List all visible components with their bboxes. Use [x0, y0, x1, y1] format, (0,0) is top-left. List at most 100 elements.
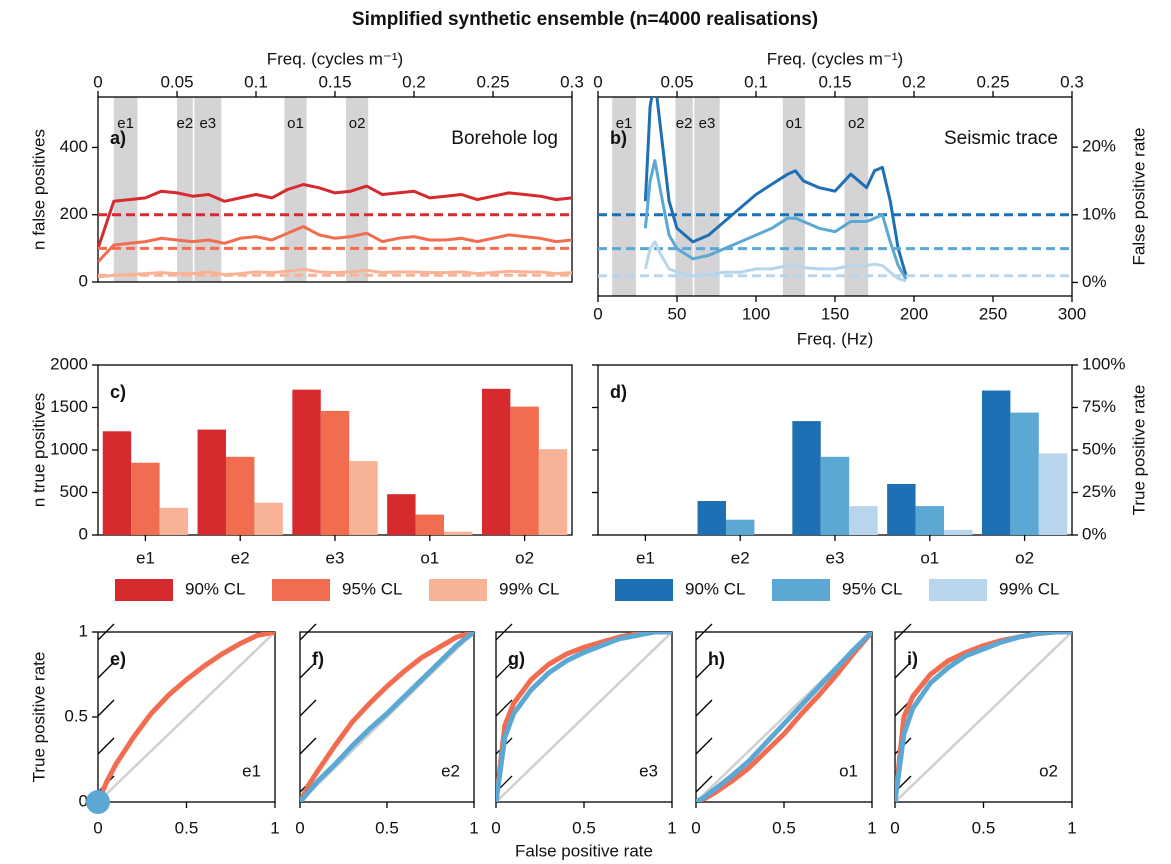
bar: [820, 456, 850, 535]
hatch: [894, 661, 912, 679]
x-tick-label: o2: [515, 548, 534, 567]
panel: e1 e2 e3 o1 o2 0 50 100 150 200 250 300 Freq. (Hz) 0 0…: [593, 49, 1148, 348]
bar: [1010, 412, 1039, 535]
panel-label: d): [610, 382, 627, 402]
figure-title: Simplified synthetic ensemble (n=4000 re…: [352, 9, 818, 30]
x-tick-label: 0: [691, 818, 700, 837]
bar: [197, 429, 226, 535]
legend-swatch: [615, 579, 673, 601]
bar: [887, 484, 916, 535]
legend-swatch: [929, 579, 987, 601]
band: [113, 97, 138, 282]
x-tick-label: 0: [93, 818, 102, 837]
bar: [538, 449, 568, 535]
legend-swatch: [272, 579, 330, 601]
band-label: o1: [786, 115, 803, 132]
hatch: [695, 699, 713, 717]
line: [643, 240, 907, 283]
diagonal: [495, 631, 673, 803]
legend-label: 99% CL: [999, 579, 1059, 598]
band-label: o2: [848, 115, 865, 132]
y-tick-label: 75%: [1082, 397, 1116, 416]
x2-tick-label: 0.2: [902, 72, 926, 91]
bar: [349, 461, 378, 535]
band: [177, 97, 193, 282]
panel: 0 0.5 1 False positive rate g) e3: [491, 623, 677, 860]
line: [696, 632, 872, 802]
x-tick-label: 0.1: [244, 72, 268, 91]
line: [98, 267, 572, 279]
legend-swatch: [115, 579, 173, 601]
band: [782, 97, 805, 296]
y-tick-label: 1: [79, 621, 88, 640]
panel-title: e1: [242, 761, 261, 780]
panel-label: g): [508, 649, 525, 669]
bar: [915, 506, 945, 535]
band-label: o1: [287, 115, 304, 132]
x2-tick-label: 0.1: [744, 72, 768, 91]
x-tick-label: 0.5: [972, 818, 996, 837]
bar: [292, 389, 321, 535]
x-tick-label: 1: [667, 818, 676, 837]
x-tick-label: 1: [270, 818, 279, 837]
bar: [159, 507, 189, 535]
bar: [131, 462, 160, 535]
hatch: [495, 661, 513, 679]
x2-tick-label: 0.15: [818, 72, 851, 91]
band: [675, 97, 693, 296]
x-axis-label: False positive rate: [515, 841, 653, 860]
x-tick-label: 0: [295, 818, 304, 837]
x-tick-label: 250: [979, 304, 1007, 323]
x-tick-label: 0.2: [402, 72, 426, 91]
bar: [225, 456, 255, 535]
hatch: [495, 699, 513, 717]
band-label: e3: [199, 115, 216, 132]
panel-title: e2: [441, 761, 460, 780]
x-axis-label: Freq. (Hz): [797, 329, 874, 348]
y-tick-label: 0: [79, 524, 88, 543]
x2-tick-label: 0.05: [660, 72, 693, 91]
line: [300, 632, 474, 802]
x-axis-label: Freq. (cycles m⁻¹): [267, 49, 403, 68]
bar: [444, 531, 473, 535]
panel: 0 0.5 1 f) e2: [295, 623, 479, 837]
y-tick-label: 10%: [1082, 204, 1116, 223]
band-label: o2: [349, 115, 366, 132]
bar: [254, 502, 283, 535]
x2-axis-label: Freq. (cycles m⁻¹): [767, 49, 903, 68]
y-tick-label: 0: [79, 271, 88, 290]
y-tick-label: 20%: [1082, 137, 1116, 156]
y-tick-label: 2000: [50, 354, 88, 373]
line: [98, 225, 572, 263]
bar: [981, 390, 1011, 535]
panel-label: i): [907, 649, 918, 669]
panel: e1 e2 e3 o1 o2 0 0.05 0.1 0.15 0.2 0.25 0.3 Freq. (c…: [29, 49, 583, 290]
x-tick-label: 150: [821, 304, 849, 323]
bar: [320, 410, 350, 535]
x-tick-label: 0.5: [772, 818, 796, 837]
x-tick-label: 300: [1058, 304, 1086, 323]
panel: 0 0.5 1 0 0.5 1 True positive rate e) e1: [29, 621, 279, 837]
line: [496, 632, 672, 802]
legend-label: 90% CL: [185, 579, 245, 598]
y-axis-label: True positive rate: [29, 652, 48, 783]
y-tick-label: 25%: [1082, 482, 1116, 501]
band: [612, 97, 636, 296]
x-tick-label: 0.25: [476, 72, 509, 91]
y-tick-label: 50%: [1082, 439, 1116, 458]
y-axis-label: False positive rate: [1129, 128, 1148, 266]
x-tick-label: 0: [93, 72, 102, 91]
band-label: e2: [676, 115, 693, 132]
panel-label: b): [610, 128, 627, 148]
legend-swatch: [429, 579, 487, 601]
panel-label: h): [708, 649, 725, 669]
panel-label: e): [110, 649, 126, 669]
band: [694, 97, 720, 296]
bar: [102, 431, 132, 535]
panel: 0 500 1000 1500 2000 n true positives c) e1 e2 e3…: [29, 354, 573, 601]
x-tick-label: e2: [231, 548, 250, 567]
band-label: e2: [177, 115, 194, 132]
bar: [415, 514, 445, 535]
band-label: e1: [117, 115, 134, 132]
hatch: [695, 661, 713, 679]
